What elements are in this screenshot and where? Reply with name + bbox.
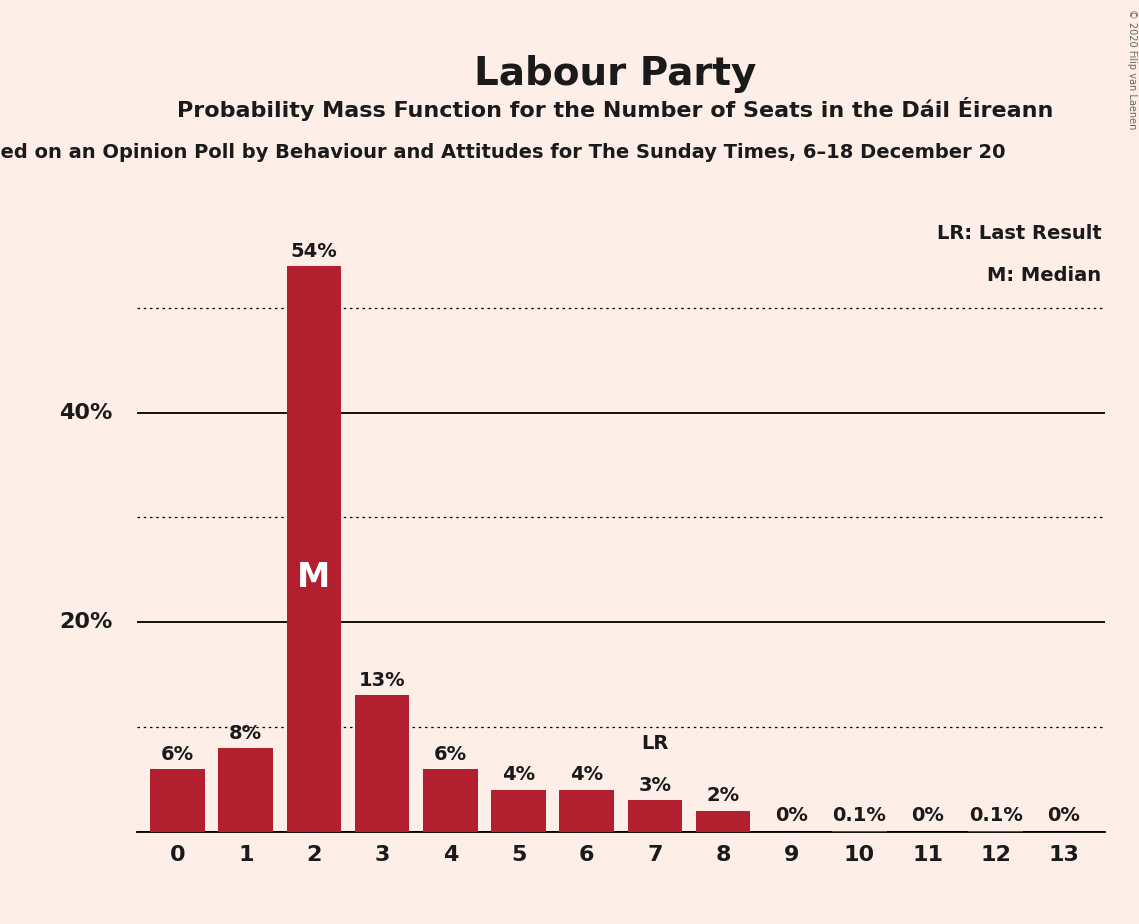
- Text: 0%: 0%: [911, 807, 944, 825]
- Text: 0%: 0%: [1048, 807, 1081, 825]
- Text: LR: LR: [641, 734, 669, 753]
- Bar: [968, 831, 1023, 832]
- Text: 3%: 3%: [638, 776, 671, 795]
- Text: 6%: 6%: [434, 745, 467, 763]
- Text: 20%: 20%: [59, 613, 113, 632]
- Text: sed on an Opinion Poll by Behaviour and Attitudes for The Sunday Times, 6–18 Dec: sed on an Opinion Poll by Behaviour and …: [0, 143, 1005, 163]
- Text: Labour Party: Labour Party: [474, 55, 756, 93]
- Bar: [219, 748, 273, 832]
- Bar: [559, 790, 614, 832]
- Text: © 2020 Filip van Laenen: © 2020 Filip van Laenen: [1126, 9, 1137, 129]
- Bar: [355, 696, 409, 832]
- Text: M: M: [297, 561, 330, 593]
- Text: 4%: 4%: [502, 765, 535, 784]
- Bar: [287, 266, 342, 832]
- Text: 8%: 8%: [229, 723, 262, 743]
- Text: LR: Last Result: LR: Last Result: [936, 225, 1101, 243]
- Text: 6%: 6%: [161, 745, 194, 763]
- Text: 40%: 40%: [59, 403, 113, 422]
- Text: 13%: 13%: [359, 671, 405, 690]
- Text: 0.1%: 0.1%: [833, 807, 886, 825]
- Text: M: Median: M: Median: [988, 266, 1101, 286]
- Text: 2%: 2%: [706, 786, 739, 806]
- Bar: [696, 810, 751, 832]
- Bar: [423, 769, 477, 832]
- Text: 0.1%: 0.1%: [969, 807, 1023, 825]
- Bar: [833, 831, 886, 832]
- Bar: [491, 790, 546, 832]
- Text: 0%: 0%: [775, 807, 808, 825]
- Bar: [150, 769, 205, 832]
- Text: Probability Mass Function for the Number of Seats in the Dáil Éireann: Probability Mass Function for the Number…: [177, 97, 1054, 121]
- Text: 4%: 4%: [571, 765, 604, 784]
- Bar: [628, 800, 682, 832]
- Text: 54%: 54%: [290, 242, 337, 261]
